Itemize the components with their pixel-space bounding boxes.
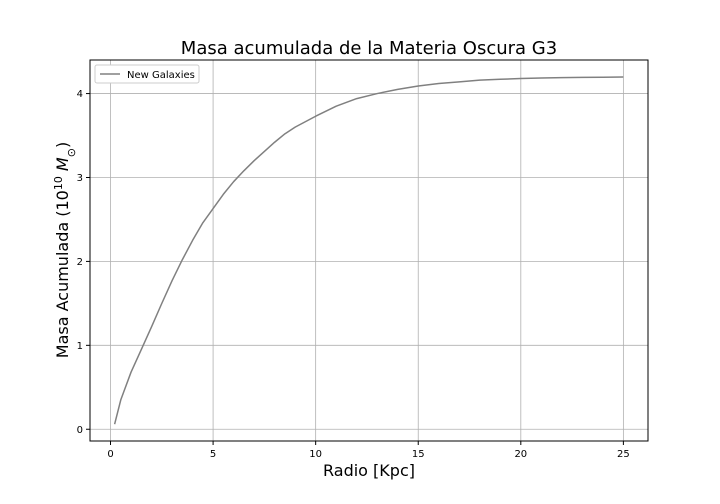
x-tick-label: 0 [107, 449, 113, 460]
legend-box [94, 64, 200, 84]
x-tick-label: 15 [412, 449, 425, 460]
chart-title: Masa acumulada de la Materia Oscura G3 [181, 38, 557, 59]
series-line-new-galaxies [113, 76, 624, 425]
y-tick-label: 3 [77, 173, 83, 184]
y-tick-label: 1 [77, 341, 83, 352]
x-tick-label: 10 [309, 449, 322, 460]
grid [90, 60, 648, 441]
x-tick-label: 5 [210, 449, 216, 460]
x-tick-label: 20 [514, 449, 527, 460]
x-ticks: 0 5 10 15 20 25 [107, 441, 630, 460]
y-tick-label: 4 [77, 89, 83, 100]
y-tick-label: 2 [77, 257, 83, 268]
plot-area [90, 60, 648, 441]
plot-frame [89, 59, 649, 442]
series-layer [113, 76, 624, 425]
legend-label-new-galaxies: New Galaxies [127, 70, 195, 81]
x-axis-label: Radio [Kpc] [323, 461, 415, 480]
y-ticks: 0 1 2 3 4 [77, 89, 90, 436]
legend: New Galaxies [94, 64, 200, 84]
x-tick-label: 25 [617, 449, 630, 460]
y-tick-label: 0 [77, 425, 83, 436]
